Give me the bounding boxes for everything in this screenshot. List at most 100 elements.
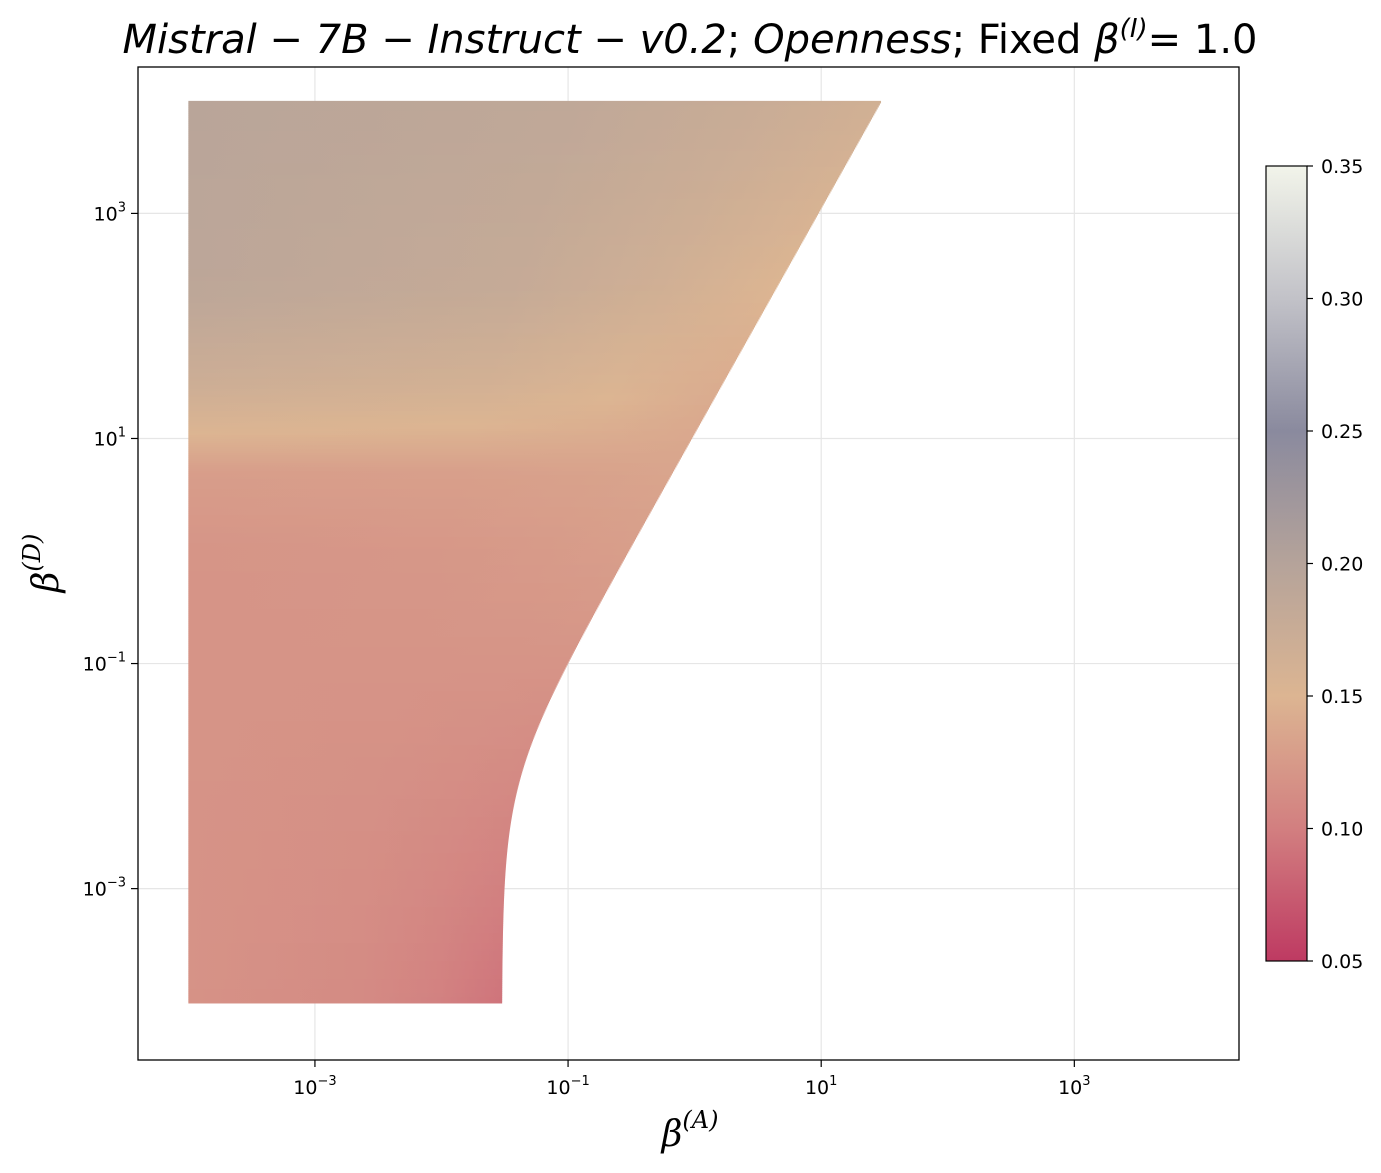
heatmap-row <box>188 182 835 186</box>
heatmap-row <box>188 538 635 542</box>
heatmap-row <box>188 116 873 120</box>
heatmap-row <box>188 700 550 704</box>
heatmap-row <box>188 136 861 140</box>
heatmap-row <box>188 400 713 404</box>
heatmap-row <box>188 954 503 958</box>
heatmap-row <box>188 666 566 670</box>
title-fixed-sup: (I) <box>1120 14 1148 44</box>
heatmap-row <box>188 450 685 454</box>
heatmap-row <box>188 632 584 636</box>
heatmap-row <box>188 622 589 626</box>
y-axis-ticks: 10−3 10−1 101 103 <box>83 200 138 901</box>
heatmap-row <box>188 364 733 368</box>
heatmap-row <box>188 154 851 158</box>
x-axis-ticks: 10−3 10−1 101 103 <box>293 1060 1091 1099</box>
heatmap-row <box>188 554 627 558</box>
heatmap-row <box>188 474 671 478</box>
heatmap-row <box>188 868 506 872</box>
heatmap-row <box>188 214 817 218</box>
heatmap-row <box>188 392 717 396</box>
heatmap-row <box>188 972 503 976</box>
heatmap-row <box>188 982 503 986</box>
heatmap-row <box>188 288 776 292</box>
heatmap-row <box>188 736 534 740</box>
heatmap-row <box>188 516 648 520</box>
heatmap-row <box>188 974 503 978</box>
heatmap-row <box>188 490 662 494</box>
heatmap-row <box>188 716 542 720</box>
heatmap-row <box>188 774 521 778</box>
heatmap-row <box>188 850 508 854</box>
heatmap-row <box>188 922 504 926</box>
heatmap-row <box>188 562 622 566</box>
colorbar-tick-label-4: 0.25 <box>1321 421 1363 443</box>
heatmap-row <box>188 206 822 210</box>
heatmap-row <box>188 810 513 814</box>
heatmap-row <box>188 520 645 524</box>
heatmap-row <box>188 164 846 168</box>
title-model: Mistral − 7B − Instruct − v0.2 <box>123 17 727 63</box>
heatmap-row <box>188 424 699 428</box>
heatmap-row <box>188 412 706 416</box>
title-trait: Openness <box>753 17 951 63</box>
heatmap-row <box>188 776 521 780</box>
heatmap-row <box>188 644 577 648</box>
heatmap-row <box>188 678 560 682</box>
y-tick-label-1: 10−1 <box>83 651 126 676</box>
heatmap-row <box>188 360 735 364</box>
heatmap-row <box>188 432 695 436</box>
heatmap-row <box>188 888 505 892</box>
heatmap-row <box>188 738 533 742</box>
heatmap-row <box>188 920 504 924</box>
heatmap-row <box>188 806 514 810</box>
heatmap-row <box>188 788 518 792</box>
heatmap-row <box>188 106 878 110</box>
heatmap-row <box>188 690 554 694</box>
heatmap-row <box>188 132 864 136</box>
heatmap-row <box>188 938 503 942</box>
heatmap-row <box>188 752 528 756</box>
heatmap-row <box>188 402 712 406</box>
heatmap-row <box>188 586 609 590</box>
heatmap-row <box>188 308 765 312</box>
heatmap-row <box>188 246 799 250</box>
heatmap-row <box>188 866 506 870</box>
heatmap-row <box>188 326 754 330</box>
heatmap-row <box>188 506 653 510</box>
heatmap-row <box>188 354 739 358</box>
heatmap-row <box>188 284 778 288</box>
heatmap-row <box>188 542 633 546</box>
heatmap-row <box>188 508 652 512</box>
heatmap-row <box>188 218 815 222</box>
heatmap-row <box>188 140 859 144</box>
heatmap-row <box>188 502 656 506</box>
heatmap-row <box>188 898 504 902</box>
heatmap-row <box>188 682 558 686</box>
heatmap-row <box>188 838 509 842</box>
heatmap-row <box>188 924 504 928</box>
heatmap-row <box>188 642 579 646</box>
heatmap-row <box>188 564 621 568</box>
heatmap-row <box>188 656 571 660</box>
heatmap-row <box>188 590 607 594</box>
heatmap-row <box>188 224 812 228</box>
heatmap-row <box>188 710 545 714</box>
heatmap-row <box>188 294 772 298</box>
heatmap-row <box>188 386 721 390</box>
heatmap-row <box>188 434 694 438</box>
heatmap-row <box>188 608 597 612</box>
heatmap-row <box>188 620 590 624</box>
heatmap-row <box>188 304 767 308</box>
heatmap-row <box>188 336 749 340</box>
heatmap-row <box>188 332 751 336</box>
heatmap-row <box>188 382 723 386</box>
title-sep-1: ; <box>727 17 753 63</box>
heatmap-row <box>188 128 866 132</box>
heatmap-row <box>188 372 729 376</box>
heatmap-row <box>188 492 661 496</box>
colorbar-tick-label-6: 0.35 <box>1321 156 1363 178</box>
heatmap-row <box>188 422 700 426</box>
heatmap-row <box>188 500 657 504</box>
heatmap-row <box>188 162 847 166</box>
heatmap-row <box>188 766 524 770</box>
